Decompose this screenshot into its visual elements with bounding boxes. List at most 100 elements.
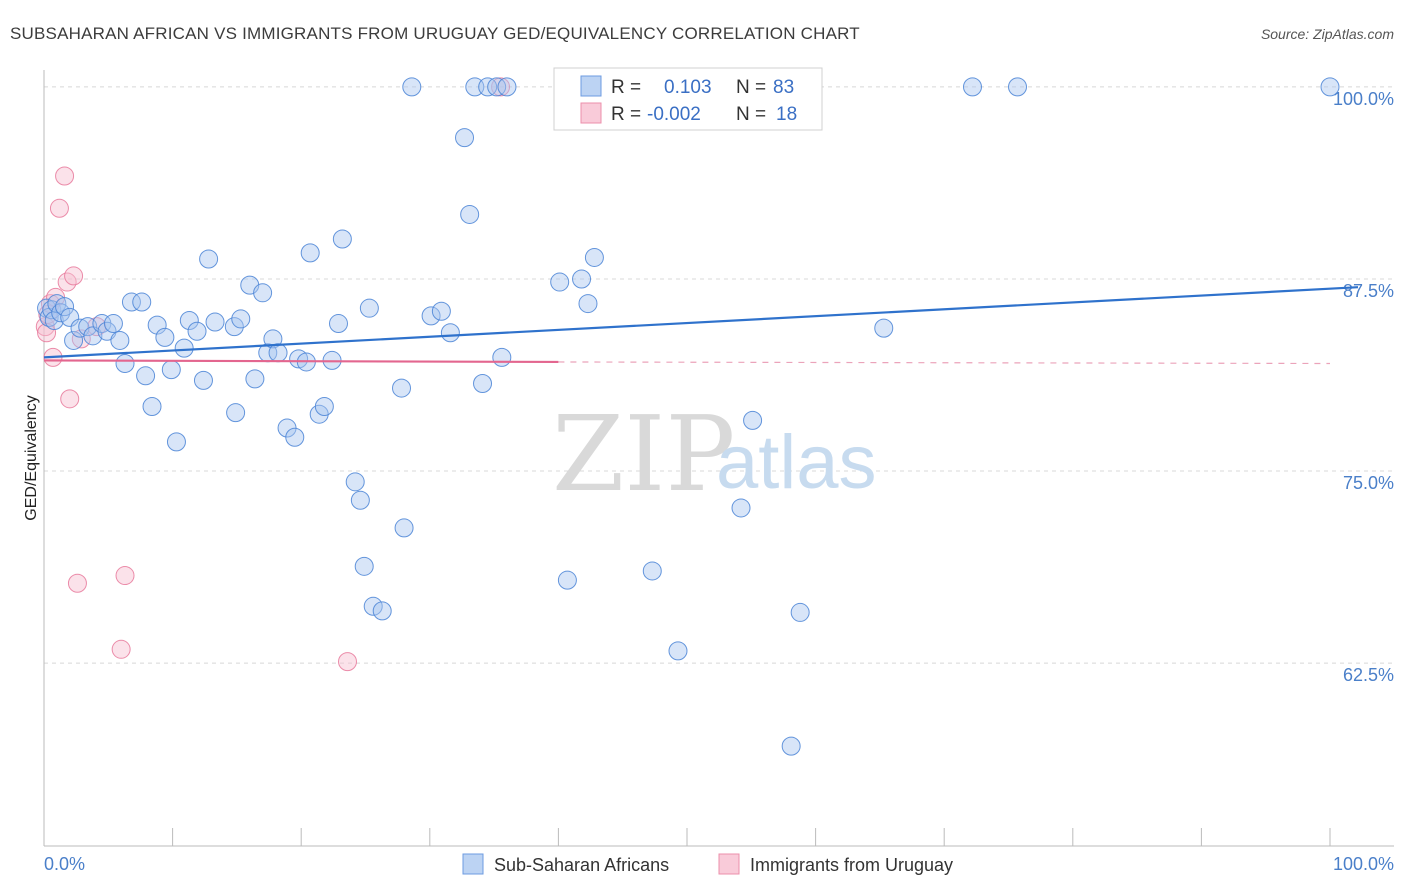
uruguay-point-10 [64, 266, 84, 286]
subsaharan-point-63 [460, 204, 480, 224]
legend-swatch-immigrants-from-uruguay [718, 853, 740, 875]
subsaharan-point-32 [226, 403, 246, 423]
subsaharan-point-28 [193, 370, 213, 390]
trend-lines [43, 286, 1359, 365]
legend-label-immigrants-from-uruguay: Immigrants from Uruguay [750, 855, 953, 875]
subsaharan-point-4 [47, 294, 67, 314]
subsaharan-point-59 [421, 306, 441, 326]
subsaharan-point-78 [743, 410, 763, 430]
stats-row-pink-r-value: -0.002 [647, 104, 701, 125]
subsaharan-point-62 [455, 128, 475, 148]
subsaharan-point-29 [199, 249, 219, 269]
subsaharan-point-30 [205, 312, 225, 332]
subsaharan-point-46 [314, 397, 334, 417]
uruguay-point-16 [337, 652, 357, 672]
subsaharan-point-36 [253, 283, 273, 303]
subsaharan-point-21 [147, 315, 167, 335]
stats-row-blue-r-label: R = [611, 77, 641, 98]
legend: Sub-Saharan Africans Immigrants from Uru… [462, 853, 953, 875]
stats-row-pink-n-value: 18 [776, 104, 797, 125]
uruguay-point-15 [115, 566, 135, 586]
subsaharan-point-8 [64, 330, 84, 350]
stats-pink-swatch [580, 102, 602, 124]
y-axis-title: GED/Equivalency [23, 395, 40, 520]
subsaharan-point-14 [103, 314, 123, 334]
subsaharan-point-61 [440, 323, 460, 343]
subsaharan-point-55 [372, 601, 392, 621]
series-sub-saharan-africans [37, 77, 1340, 756]
chart-title: SUBSAHARAN AFRICAN VS IMMIGRANTS FROM UR… [10, 24, 860, 43]
subsaharan-point-48 [328, 314, 348, 334]
y-tick-labels: 100.0% 87.5% 75.0% 62.5% [1333, 89, 1394, 685]
subsaharan-point-76 [668, 641, 688, 661]
stats-row-blue-n-value: 83 [773, 77, 794, 98]
stats-row-blue-r-value: 0.103 [664, 77, 712, 98]
subsaharan-point-84 [1320, 77, 1340, 97]
trend-line-immigrants-from-uruguay-extension [558, 361, 1331, 365]
subsaharan-point-31 [224, 317, 244, 337]
subsaharan-point-18 [132, 292, 152, 312]
subsaharan-point-56 [392, 378, 412, 398]
subsaharan-point-75 [642, 561, 662, 581]
y-tick-label-1: 87.5% [1343, 281, 1394, 301]
subsaharan-point-24 [166, 432, 186, 452]
subsaharan-point-52 [354, 556, 374, 576]
subsaharan-point-53 [359, 298, 379, 318]
subsaharan-point-41 [285, 427, 305, 447]
subsaharan-point-72 [572, 269, 592, 289]
uruguay-point-7 [55, 166, 75, 186]
subsaharan-point-27 [187, 321, 207, 341]
subsaharan-point-82 [962, 77, 982, 97]
subsaharan-point-54 [363, 596, 383, 616]
subsaharan-point-22 [155, 327, 175, 347]
uruguay-point-1 [37, 323, 57, 343]
subsaharan-point-44 [300, 243, 320, 263]
subsaharan-point-6 [55, 297, 75, 317]
subsaharan-point-73 [578, 294, 598, 314]
subsaharan-point-57 [394, 518, 414, 538]
subsaharan-point-33 [231, 309, 251, 329]
axes [43, 70, 1394, 847]
stats-row-blue-n-label: N = [736, 77, 766, 98]
subsaharan-point-3 [44, 310, 64, 330]
series-immigrants-from-uruguay [35, 77, 511, 672]
subsaharan-point-51 [350, 490, 370, 510]
subsaharan-point-79 [781, 736, 801, 756]
subsaharan-point-58 [402, 77, 422, 97]
subsaharan-point-70 [550, 272, 570, 292]
legend-swatch-sub-saharan-africans [462, 853, 484, 875]
subsaharan-point-71 [557, 570, 577, 590]
subsaharan-point-80 [790, 602, 810, 622]
subsaharan-point-15 [110, 330, 130, 350]
x-tick-label-min: 0.0% [44, 854, 85, 874]
legend-label-sub-saharan-africans: Sub-Saharan Africans [494, 855, 669, 875]
subsaharan-point-35 [245, 369, 265, 389]
subsaharan-point-16 [115, 353, 135, 373]
watermark: ZIP atlas [552, 393, 877, 515]
subsaharan-point-13 [97, 321, 117, 341]
subsaharan-point-68 [492, 347, 512, 367]
trend-line-sub-saharan-africans [43, 286, 1359, 359]
subsaharan-point-67 [487, 77, 507, 97]
x-tick-label-max: 100.0% [1333, 854, 1394, 874]
stats-blue-swatch [580, 75, 602, 97]
subsaharan-point-25 [174, 338, 194, 358]
stats-box: R = 0.103 N = 83 R = -0.002 N = 18 [553, 67, 823, 131]
subsaharan-point-69 [497, 77, 517, 97]
source-label: Source: ZipAtlas.com [1261, 26, 1394, 42]
watermark-atlas: atlas [716, 420, 877, 505]
subsaharan-point-50 [345, 472, 365, 492]
subsaharan-point-17 [121, 292, 141, 312]
subsaharan-point-39 [268, 343, 288, 363]
y-tick-label-0: 100.0% [1333, 89, 1394, 109]
uruguay-point-14 [111, 639, 131, 659]
subsaharan-point-23 [161, 360, 181, 380]
subsaharan-point-83 [1008, 77, 1028, 97]
y-tick-label-2: 75.0% [1343, 473, 1394, 493]
watermark-zip: ZIP [552, 393, 735, 515]
subsaharan-point-26 [179, 310, 199, 330]
subsaharan-point-60 [431, 301, 451, 321]
uruguay-point-11 [67, 573, 87, 593]
subsaharan-point-20 [142, 397, 162, 417]
